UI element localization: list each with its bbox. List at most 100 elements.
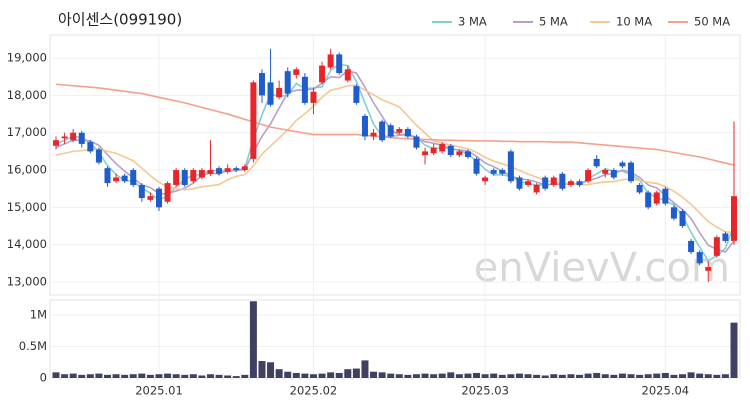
volume-bar — [78, 374, 86, 378]
y-tick-label: 14,000 — [7, 237, 47, 251]
x-tick-label: 2025.04 — [642, 384, 690, 398]
volume-bar — [730, 322, 738, 378]
candle-body — [507, 151, 514, 182]
volume-bar — [447, 372, 455, 378]
legend-label: 10 MA — [616, 15, 652, 29]
candle-body — [121, 175, 128, 182]
legend-label: 50 MA — [694, 15, 730, 29]
candle-body — [499, 170, 506, 174]
candle-body — [679, 211, 686, 226]
volume-bar — [721, 374, 729, 378]
candle-body — [164, 183, 171, 202]
volume-bar — [713, 374, 721, 378]
volume-bar — [404, 374, 412, 378]
volume-bar — [430, 374, 438, 378]
ma-line — [55, 83, 735, 166]
candle-body — [78, 132, 85, 144]
candle-body — [224, 168, 231, 172]
candle-body — [190, 170, 197, 182]
candle-body — [198, 170, 205, 178]
candle-body — [379, 121, 386, 141]
candle-body — [344, 69, 351, 81]
volume-bar — [378, 372, 386, 378]
y-tick-label: 15,000 — [7, 200, 47, 214]
candle-body — [447, 145, 454, 156]
candle-body — [250, 82, 257, 159]
volume-bar — [618, 373, 626, 378]
volume-bar — [249, 301, 257, 378]
candle-body — [722, 233, 729, 241]
volume-bar — [627, 374, 635, 378]
candle-body — [233, 168, 240, 171]
candle-body — [662, 188, 669, 204]
candle-body — [173, 170, 180, 185]
candle-body — [516, 177, 523, 189]
volume-bar — [258, 361, 266, 378]
candle-body — [602, 170, 609, 174]
candle-body — [713, 237, 720, 256]
candle-body — [138, 184, 145, 199]
volume-bar — [86, 374, 94, 378]
candle-body — [585, 170, 592, 182]
candle-body — [310, 91, 317, 103]
legend-label: 5 MA — [539, 15, 568, 29]
candle-body — [181, 170, 188, 185]
candle-body — [276, 87, 283, 98]
volume-bar — [52, 372, 60, 378]
volume-bar — [172, 374, 180, 378]
candle-body — [688, 240, 695, 253]
legend-label: 3 MA — [458, 15, 487, 29]
volume-bar — [601, 374, 609, 378]
volume-bar — [421, 373, 429, 378]
volume-bar — [112, 374, 120, 378]
candle-body — [731, 196, 737, 241]
volume-bar — [129, 374, 137, 378]
volume-bar — [481, 374, 489, 378]
candle-body — [95, 149, 102, 163]
volume-bar — [189, 374, 197, 378]
candle-body — [370, 132, 377, 137]
volume-bar — [670, 374, 678, 378]
volume-bar — [138, 373, 146, 378]
volume-bar — [241, 374, 249, 378]
volume-bar — [498, 374, 506, 378]
candle-body — [559, 173, 566, 189]
volume-bar — [524, 374, 532, 378]
volume-bar — [292, 372, 300, 378]
volume-bar — [464, 373, 472, 378]
candle-body — [619, 162, 626, 167]
candle-body — [387, 125, 394, 137]
volume-bar — [224, 375, 232, 378]
candle-body — [53, 140, 59, 146]
volume-bar — [121, 374, 129, 378]
volume-bar — [533, 374, 541, 378]
y-tick-label: 19,000 — [7, 51, 47, 65]
candle-body — [653, 192, 660, 204]
candle-body — [113, 177, 120, 182]
candle-body — [404, 129, 411, 137]
volume-bar — [284, 371, 292, 378]
candle-body — [550, 177, 557, 185]
candle-body — [696, 252, 703, 264]
candle-body — [490, 170, 497, 174]
volume-bar — [507, 374, 515, 378]
volume-bar — [610, 374, 618, 378]
volume-bar — [215, 374, 223, 378]
candle-body — [482, 177, 489, 182]
candle-body — [567, 181, 574, 185]
candle-body — [87, 142, 94, 152]
candle-body — [258, 73, 265, 96]
candle-body — [396, 129, 403, 133]
candle-body — [456, 151, 463, 156]
volume-bar — [61, 374, 69, 378]
candle-body — [155, 188, 162, 208]
volume-panel — [49, 299, 741, 379]
volume-bar — [387, 373, 395, 378]
candle-body — [336, 54, 343, 74]
candle-body — [293, 69, 300, 75]
candle-body — [525, 181, 532, 185]
candle-body — [353, 86, 360, 103]
candle-body — [593, 158, 600, 167]
y-tick-label: 13,000 — [7, 274, 47, 288]
volume-bar — [198, 375, 206, 378]
